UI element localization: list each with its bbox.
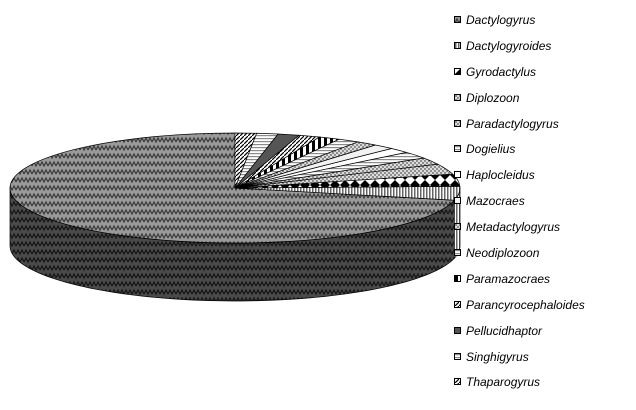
legend-label: Neodiplozoon	[466, 245, 539, 261]
legend-item-pellucidhaptor: Pellucidhaptor	[454, 323, 634, 349]
legend-label: Dogielius	[466, 141, 515, 157]
legend-swatch	[454, 171, 461, 178]
legend: Dactylogyrus Dactylogyroides Gyrodactylus D…	[454, 12, 634, 400]
legend-swatch	[454, 197, 461, 204]
legend-label: Gyrodactylus	[466, 64, 536, 80]
legend-swatch	[454, 223, 461, 230]
pie-top	[10, 133, 460, 243]
legend-item-mazocraes: Mazocraes	[454, 193, 634, 219]
legend-label: Pellucidhaptor	[466, 323, 542, 339]
legend-label: Dactylogyrus	[466, 12, 535, 28]
legend-label: Mazocraes	[466, 193, 525, 209]
legend-swatch	[454, 94, 461, 101]
legend-item-neodiplozoon: Neodiplozoon	[454, 245, 634, 271]
legend-item-gyrodactylus: Gyrodactylus	[454, 64, 634, 90]
legend-item-dactylogyroides: Dactylogyroides	[454, 38, 634, 64]
legend-swatch	[454, 16, 461, 23]
legend-item-dactylogyrus: Dactylogyrus	[454, 12, 634, 38]
legend-item-parancyrocephaloides: Parancyrocephaloides	[454, 297, 634, 323]
legend-swatch	[454, 120, 461, 127]
legend-item-metadactylogyrus: Metadactylogyrus	[454, 219, 634, 245]
legend-label: Singhigyrus	[466, 349, 529, 365]
legend-item-haplocleidus: Haplocleidus	[454, 167, 634, 193]
legend-label: Metadactylogyrus	[466, 219, 560, 235]
legend-label: Parancyrocephaloides	[466, 297, 585, 313]
legend-swatch	[454, 327, 461, 334]
legend-label: Diplozoon	[466, 90, 519, 106]
legend-item-diplozoon: Diplozoon	[454, 90, 634, 116]
legend-swatch	[454, 249, 461, 256]
legend-swatch	[454, 68, 461, 75]
legend-label: Paradactylogyrus	[466, 116, 559, 132]
legend-swatch	[454, 275, 461, 282]
legend-swatch	[454, 301, 461, 308]
legend-item-dogielius: Dogielius	[454, 141, 634, 167]
legend-item-paradactylogyrus: Paradactylogyrus	[454, 116, 634, 142]
legend-item-singhigyrus: Singhigyrus	[454, 349, 634, 375]
legend-swatch	[454, 145, 461, 152]
legend-item-thaparogyrus: Thaparogyrus	[454, 374, 634, 400]
legend-swatch	[454, 378, 461, 385]
legend-label: Thaparogyrus	[466, 374, 540, 390]
legend-swatch	[454, 42, 461, 49]
legend-label: Haplocleidus	[466, 167, 535, 183]
legend-swatch	[454, 353, 461, 360]
legend-label: Paramazocraes	[466, 271, 550, 287]
legend-label: Dactylogyroides	[466, 38, 551, 54]
legend-item-paramazocraes: Paramazocraes	[454, 271, 634, 297]
